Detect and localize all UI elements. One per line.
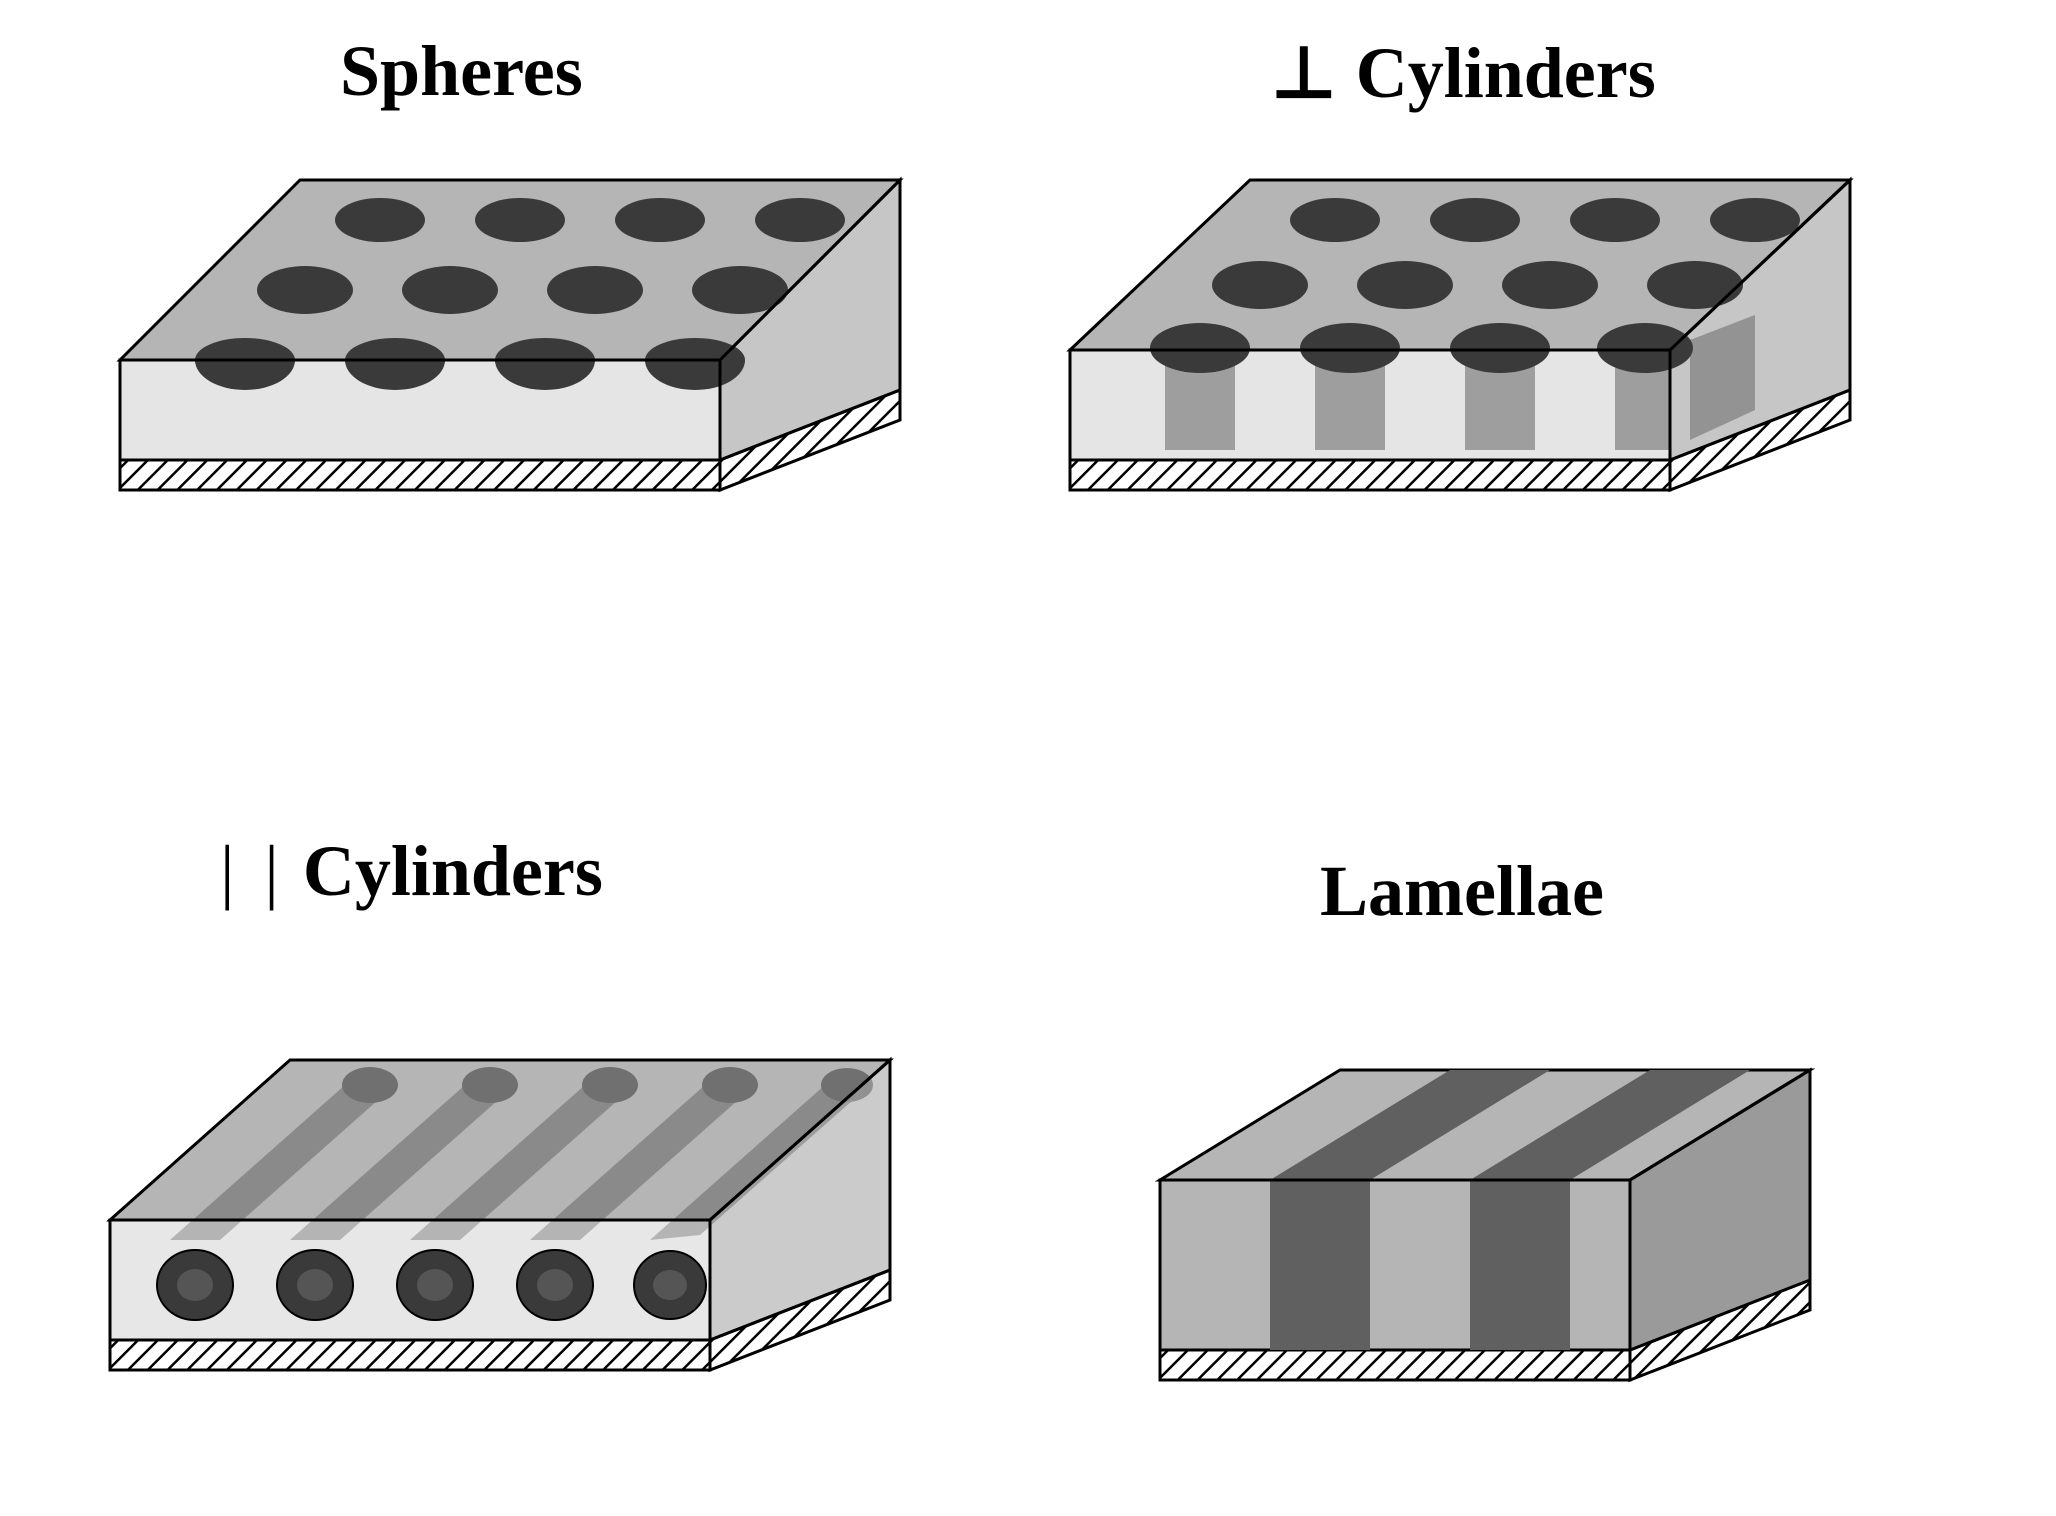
diagram-para-cylinders — [90, 1030, 990, 1460]
diagram-lamellae — [1130, 1030, 1930, 1460]
parallel-symbol: | | — [220, 831, 285, 911]
title-lamellae: Lamellae — [1320, 850, 1604, 933]
title-spheres: Spheres — [340, 30, 583, 113]
title-para-cylinders: | | Cylinders — [220, 830, 603, 913]
perp-symbol: ⊥ — [1270, 33, 1338, 113]
title-perp-cylinders: ⊥ Cylinders — [1270, 30, 1656, 115]
diagram-perp-cylinders — [1050, 150, 1950, 600]
diagram-spheres — [100, 130, 1000, 580]
